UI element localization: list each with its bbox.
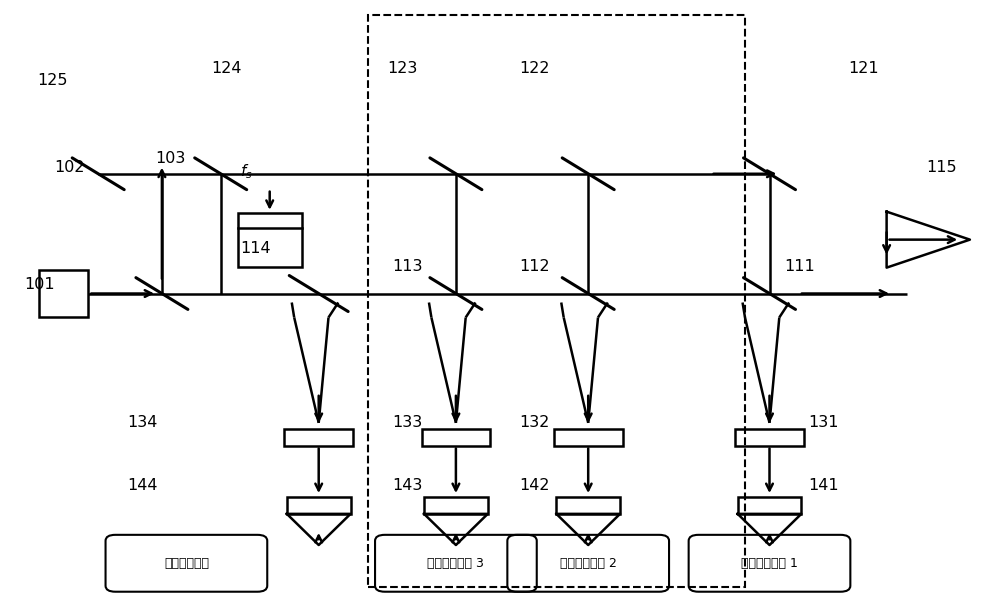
Bar (39, 269, 88, 318)
Text: 142: 142 (520, 478, 550, 492)
Text: 143: 143 (392, 478, 423, 492)
Text: 参考信号输出: 参考信号输出 (164, 557, 209, 570)
Text: 103: 103 (155, 152, 185, 166)
Bar (287, 497, 351, 514)
Text: 133: 133 (392, 415, 422, 430)
Bar (556, 497, 620, 514)
Bar (424, 497, 488, 514)
Text: 125: 125 (37, 73, 68, 89)
Text: 113: 113 (392, 259, 423, 274)
Text: 115: 115 (926, 160, 957, 175)
Text: 122: 122 (520, 62, 550, 76)
Text: $f_s$: $f_s$ (240, 163, 253, 181)
Text: 测量信号输出 3: 测量信号输出 3 (427, 557, 484, 570)
Bar (368, 15, 745, 587)
Bar (554, 429, 622, 445)
Text: 124: 124 (211, 62, 241, 76)
Text: 141: 141 (809, 478, 839, 492)
Bar (422, 429, 490, 445)
Bar (284, 429, 353, 445)
Text: 144: 144 (128, 478, 158, 492)
Text: 132: 132 (520, 415, 550, 430)
Bar (738, 497, 801, 514)
Text: 123: 123 (387, 62, 418, 76)
Text: 测量信号输出 2: 测量信号输出 2 (560, 557, 617, 570)
Text: 102: 102 (54, 160, 85, 175)
Text: 114: 114 (240, 241, 271, 256)
Text: 测量信号输出 1: 测量信号输出 1 (741, 557, 798, 570)
Text: 112: 112 (520, 259, 550, 274)
Text: 111: 111 (784, 259, 815, 274)
Text: 101: 101 (25, 277, 55, 292)
Bar (735, 429, 804, 445)
Bar (238, 213, 302, 266)
Text: 121: 121 (848, 62, 879, 76)
Text: 131: 131 (809, 415, 839, 430)
Text: 134: 134 (128, 415, 158, 430)
